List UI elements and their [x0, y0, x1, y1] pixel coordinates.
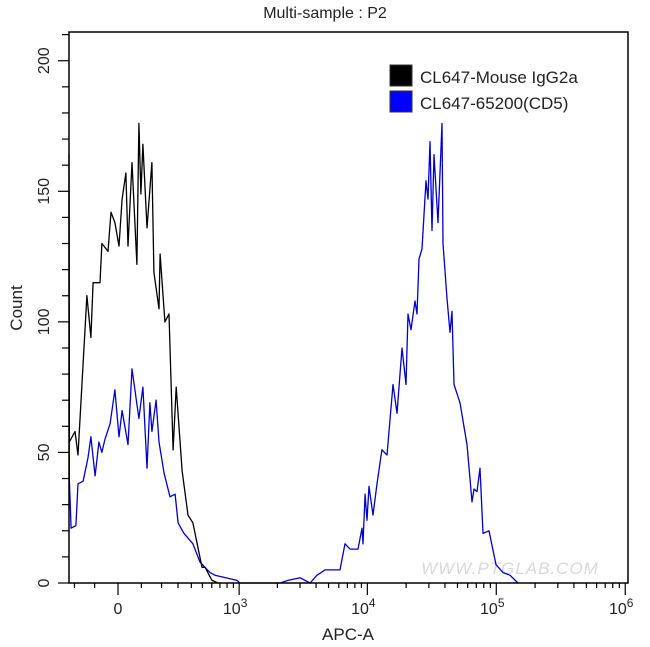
series-line-isotype — [68, 122, 219, 584]
legend-swatch-cd5 — [389, 90, 413, 113]
series-line-cd5 — [68, 122, 519, 584]
legend-label-cd5: CL647-65200(CD5) — [420, 94, 568, 113]
axis-ticks: 0 50 100 150 200 0 103 104 105 106 — [36, 34, 634, 618]
plot-frame — [68, 31, 629, 584]
y-tick-label: 200 — [36, 47, 53, 74]
y-axis-label: Count — [7, 285, 26, 331]
x-axis-label: APC-A — [322, 625, 375, 644]
y-tick-label: 50 — [36, 443, 53, 461]
x-tick-label: 106 — [609, 596, 634, 618]
x-tick-label: 104 — [351, 596, 376, 618]
x-tick-label: 105 — [480, 596, 505, 618]
watermark: WWW.PTGLAB.COM — [421, 559, 599, 578]
legend-item-cd5: CL647-65200(CD5) — [389, 90, 568, 113]
series-lines — [68, 122, 519, 584]
y-tick-label: 100 — [36, 308, 53, 335]
x-tick-label: 0 — [114, 601, 123, 618]
y-tick-label: 0 — [36, 578, 53, 587]
legend: CL647-Mouse IgG2a CL647-65200(CD5) — [389, 64, 578, 113]
chart-title: Multi-sample : P2 — [263, 5, 387, 22]
x-tick-label: 103 — [223, 596, 248, 618]
legend-label-isotype: CL647-Mouse IgG2a — [420, 68, 578, 87]
legend-swatch-isotype — [389, 64, 413, 87]
y-tick-label: 150 — [36, 178, 53, 205]
legend-item-isotype: CL647-Mouse IgG2a — [389, 64, 578, 87]
